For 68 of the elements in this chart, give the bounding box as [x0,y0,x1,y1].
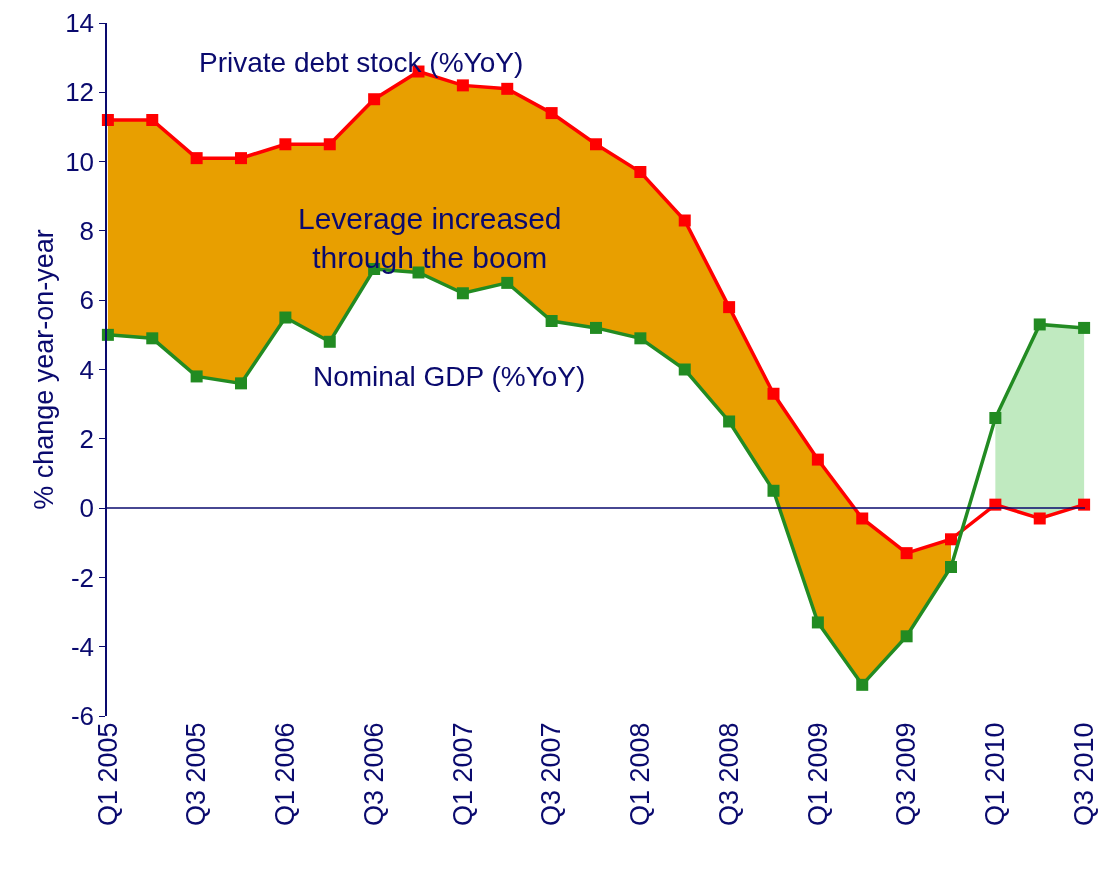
x-tick-label: Q3 2010 [1068,722,1099,826]
point [545,314,558,327]
point [235,152,248,165]
x-tick-label: Q1 2006 [270,722,301,826]
annotation: Leverage increased through the boom [298,202,562,274]
point [590,138,602,151]
x-tick-label: Q1 2007 [447,722,478,826]
point [634,166,647,178]
x-tick-label: Q3 2007 [536,722,567,826]
series-label: Nominal GDP (%YoY) [313,361,586,392]
y-tick-label: 10 [65,146,95,177]
point [279,311,292,324]
y-tick-label: 14 [65,8,95,39]
point [723,415,736,428]
point [190,370,203,383]
point [501,82,514,95]
point [501,276,514,289]
x-tick-label: Q1 2008 [625,722,656,826]
point [811,616,824,629]
y-tick-label: -6 [70,701,95,732]
point [900,630,913,643]
point [856,512,869,525]
point [456,79,469,92]
point [634,332,647,345]
series-label: Private debt stock (%YoY) [199,47,524,78]
x-tick-label: Q3 2008 [713,722,744,826]
point [1078,321,1091,334]
y-tick-label: 12 [65,77,95,108]
point [900,547,913,560]
x-tick-label: Q3 2005 [181,722,212,826]
point [590,321,602,334]
x-tick-label: Q1 2005 [92,722,123,826]
y-axis-title: % change year-on-year [28,229,59,510]
x-tick-label: Q1 2009 [802,722,833,826]
point [1078,498,1091,511]
point [723,301,736,314]
point [944,561,957,574]
point [323,138,336,151]
point [811,453,824,466]
x-tick-label: Q3 2009 [891,722,922,826]
y-tick-label: 2 [79,423,95,454]
point [1033,512,1046,525]
y-tick-label: -2 [70,562,95,593]
y-tick-label: 4 [79,354,95,385]
point [545,107,558,120]
point [146,332,159,345]
y-tick-label: -4 [70,631,95,662]
y-tick-label: 8 [79,216,95,246]
point [678,363,691,376]
point [767,484,780,497]
point [1033,318,1046,331]
x-tick-label: Q3 2006 [358,722,389,826]
point [456,287,469,300]
point [323,335,336,348]
point [767,387,780,400]
y-tick-label: 6 [79,285,95,316]
point [368,93,381,106]
point [989,412,1002,425]
point [235,377,248,390]
point [944,533,957,546]
point [146,114,159,127]
point [279,138,292,151]
point [856,678,869,691]
point [412,266,425,279]
x-tick-label: Q1 2010 [980,722,1011,826]
point [190,152,203,165]
y-tick-label: 0 [79,493,95,524]
point [678,214,691,227]
